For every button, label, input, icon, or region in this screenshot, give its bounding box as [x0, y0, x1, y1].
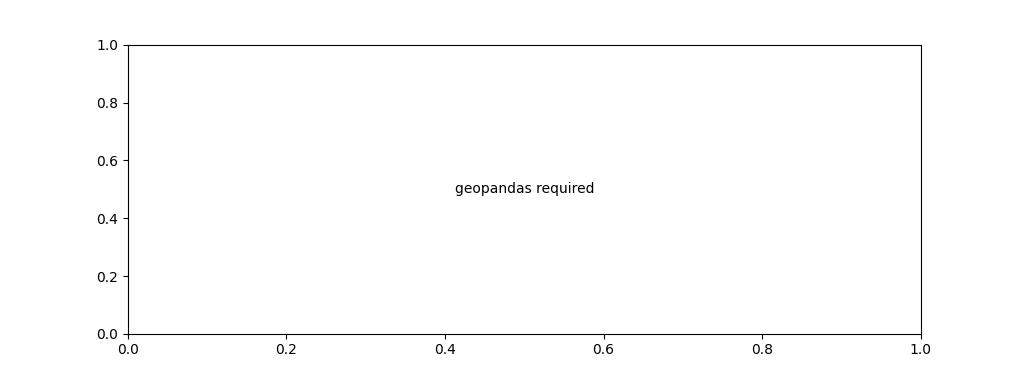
Text: geopandas required: geopandas required	[454, 182, 594, 196]
